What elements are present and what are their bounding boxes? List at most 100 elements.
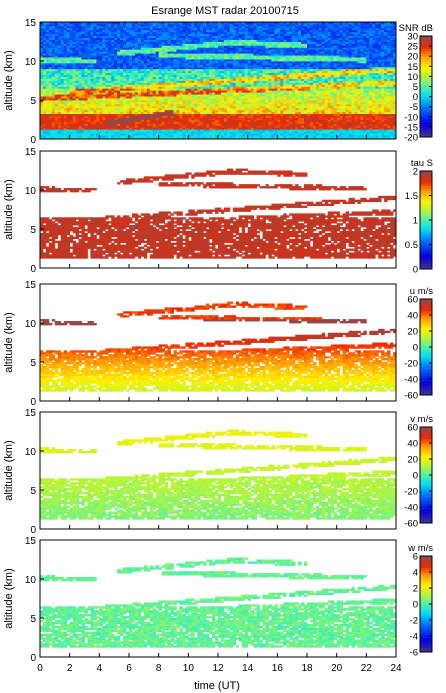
heatmap-cell xyxy=(42,123,47,126)
heatmap-cell xyxy=(42,66,47,70)
heatmap-cell xyxy=(45,61,50,64)
heatmap-cell xyxy=(105,25,109,29)
heatmap-cell xyxy=(45,39,50,42)
heatmap-cell xyxy=(63,72,68,76)
heatmap-cell xyxy=(108,37,112,40)
heatmap-cell xyxy=(72,41,76,44)
heatmap-cell xyxy=(57,37,62,40)
heatmap-cell xyxy=(51,35,56,38)
heatmap-cell xyxy=(93,51,97,54)
heatmap-cell xyxy=(90,62,94,66)
heatmap-cell xyxy=(105,113,109,116)
heatmap-cell xyxy=(78,37,82,40)
heatmap-cell xyxy=(99,133,103,136)
heatmap-cell xyxy=(102,125,106,128)
heatmap-cell xyxy=(111,90,115,93)
heatmap-cell xyxy=(63,92,68,95)
heatmap-cell xyxy=(51,51,56,54)
heatmap-cell xyxy=(111,98,115,101)
heatmap-cell xyxy=(63,37,68,40)
heatmap-cell xyxy=(48,23,53,27)
heatmap-cell xyxy=(40,45,44,48)
heatmap-cell xyxy=(63,31,68,35)
heatmap-cell xyxy=(40,113,44,116)
heatmap-cell xyxy=(54,74,59,77)
heatmap-cell xyxy=(63,100,68,103)
heatmap-cell xyxy=(48,127,53,130)
heatmap-cell xyxy=(40,62,44,66)
heatmap-cell xyxy=(81,72,85,76)
heatmap-cell xyxy=(75,129,79,132)
heatmap-cell xyxy=(78,57,82,60)
heatmap-cell xyxy=(72,39,76,42)
heatmap-cell xyxy=(99,35,103,38)
heatmap-cell xyxy=(108,96,112,99)
heatmap-cell xyxy=(78,117,82,120)
heatmap-cell xyxy=(96,43,100,46)
heatmap-cell xyxy=(99,111,103,115)
heatmap-cell xyxy=(90,109,94,113)
heatmap-cell xyxy=(90,111,94,115)
heatmap-cell xyxy=(51,103,56,107)
heatmap-cell xyxy=(54,61,59,64)
heatmap-cell xyxy=(66,35,71,38)
heatmap-cell xyxy=(108,78,112,81)
heatmap-cell xyxy=(84,22,88,25)
heatmap-cell xyxy=(102,98,106,101)
heatmap-cell xyxy=(63,111,68,115)
heatmap-cell xyxy=(42,82,47,85)
heatmap-cell xyxy=(40,109,44,113)
heatmap-cell xyxy=(63,98,68,101)
heatmap-cell xyxy=(111,25,115,29)
heatmap-cell xyxy=(96,66,100,70)
heatmap-cell xyxy=(42,45,47,48)
heatmap-cell xyxy=(111,86,115,89)
heatmap-cell xyxy=(81,43,85,46)
heatmap-cell xyxy=(45,133,50,136)
heatmap-cell xyxy=(57,64,62,68)
heatmap-cell xyxy=(42,51,47,54)
heatmap-cell xyxy=(102,74,106,77)
heatmap-cell xyxy=(40,92,44,95)
heatmap-cell xyxy=(99,33,103,37)
heatmap-cell xyxy=(48,33,53,37)
heatmap-cell xyxy=(102,59,106,62)
heatmap-cell xyxy=(54,68,59,72)
heatmap-cell xyxy=(108,111,112,115)
heatmap-cell xyxy=(87,123,91,126)
heatmap-cell xyxy=(99,41,103,44)
heatmap-cell xyxy=(45,45,50,48)
heatmap-cell xyxy=(87,39,91,42)
heatmap-cell xyxy=(84,72,88,76)
heatmap-cell xyxy=(48,31,53,35)
heatmap-cell xyxy=(57,88,62,91)
heatmap-cell xyxy=(66,57,71,60)
heatmap-cell xyxy=(78,70,82,74)
heatmap-cell xyxy=(99,76,103,79)
heatmap-cell xyxy=(111,61,115,64)
heatmap-cell xyxy=(111,59,115,62)
heatmap-cell xyxy=(54,35,59,38)
heatmap-cell xyxy=(54,49,59,52)
heatmap-cell xyxy=(102,96,106,99)
heatmap-cell xyxy=(60,100,65,103)
heatmap-cell xyxy=(87,103,91,107)
heatmap-cell xyxy=(57,119,62,122)
heatmap-cell xyxy=(84,29,88,33)
heatmap-cell xyxy=(69,23,74,27)
heatmap-cell xyxy=(48,137,53,140)
heatmap-cell xyxy=(60,22,65,25)
heatmap-cell xyxy=(42,98,47,101)
heatmap-cell xyxy=(78,105,82,109)
heatmap-cell xyxy=(102,66,106,70)
heatmap-cell xyxy=(93,37,97,40)
heatmap-cell xyxy=(48,135,53,138)
heatmap-cell xyxy=(78,125,82,128)
heatmap-cell xyxy=(57,55,62,58)
heatmap-cell xyxy=(93,35,97,38)
heatmap-cell xyxy=(93,55,97,58)
heatmap-cell xyxy=(42,25,47,29)
heatmap-cell xyxy=(96,127,100,130)
heatmap-cell xyxy=(57,135,62,138)
heatmap-cell xyxy=(75,131,79,134)
